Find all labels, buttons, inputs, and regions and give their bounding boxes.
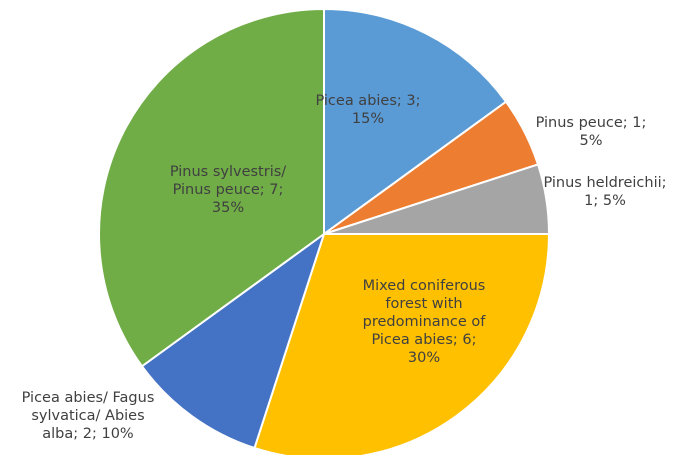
data-label-line: alba; 2; 10% [42,426,133,442]
data-label-line: Picea abies; 6; [371,332,476,348]
data-label-line: Pinus sylvestris/ [170,164,286,180]
pie-slice-picea-abies-fagus-sylvatica-abies-alba [140,231,326,450]
data-label-line: Pinus peuce; 1; [536,115,647,131]
data-label-line: Mixed coniferous [363,278,486,294]
data-label-line: 35% [212,200,244,216]
data-label-line: 5% [579,133,602,149]
data-label-picea-abies: Picea abies; 3; 15% [315,93,420,127]
pie-slice-mixed-coniferous-forest-with-predominance-of-picea-abies [253,233,551,455]
data-label-line: 1; 5% [584,193,626,209]
slices-layer [98,7,551,455]
data-label-pinus-peuce: Pinus peuce; 1; 5% [536,115,647,149]
pie-slice-pinus-sylvestris-pinus-peuce [98,7,325,368]
data-label-pinus-heldreichii: Pinus heldreichii; 1; 5% [543,175,666,209]
data-label-mixed-coniferous-forest-with-predominance-of-picea-abies: Mixed coniferous forest with predominance … [363,278,487,366]
data-label-line: predominance of [363,314,487,330]
data-label-line: Picea abies/ Fagus [22,390,155,406]
data-label-line: Pinus peuce; 7; [173,182,284,198]
data-label-line: forest with [385,296,462,312]
data-label-line: Pinus heldreichii; [543,175,666,191]
labels-layer: Picea abies; 3; 15% Pinus peuce; 1; 5%Pinus… [22,93,667,442]
data-label-line: 30% [408,350,440,366]
data-label-line: sylvatica/ Abies [31,408,144,424]
data-label-line: Picea abies; 3; [315,93,420,109]
data-label-pinus-sylvestris-pinus-peuce: Pinus sylvestris/Pinus peuce; 7; 35% [170,164,286,216]
pie-slice-picea-abies [323,7,508,236]
data-label-picea-abies-fagus-sylvatica-abies-alba: Picea abies/ Fagus sylvatica/ Abies alba; … [22,390,155,442]
data-label-line: 15% [352,111,384,127]
